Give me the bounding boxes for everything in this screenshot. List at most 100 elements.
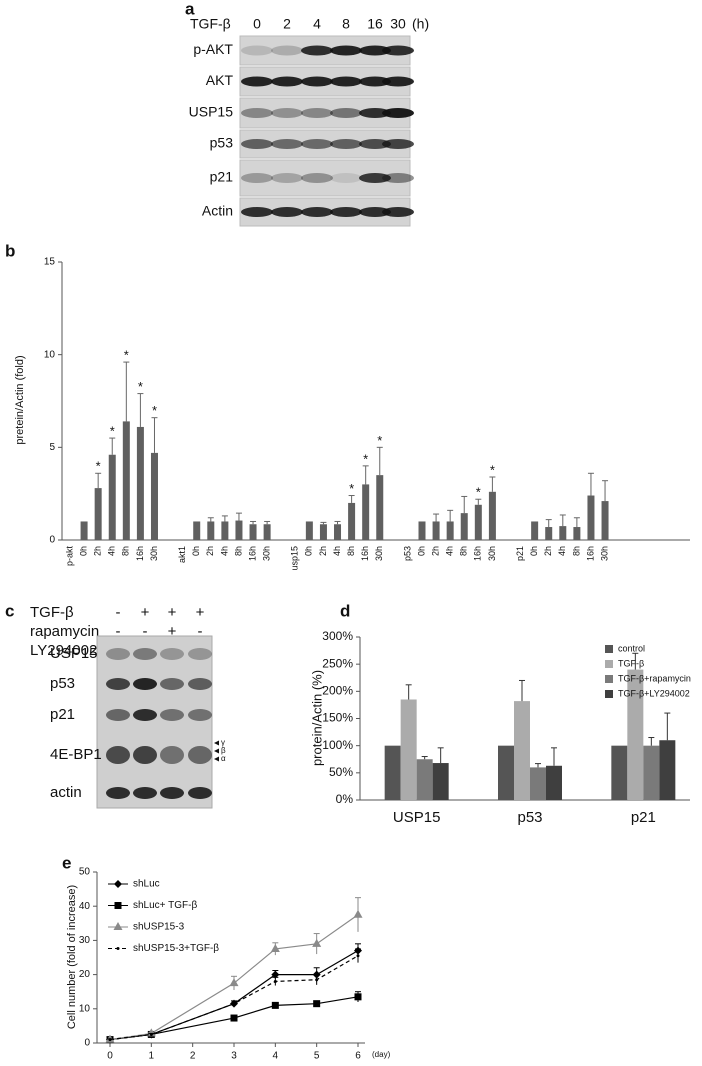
isoform-label: β	[221, 746, 226, 755]
marker	[114, 902, 122, 909]
blot-row-label: p21	[50, 706, 75, 723]
x-tick-label: 4h	[445, 546, 455, 556]
blot-band	[359, 139, 391, 149]
marker	[108, 1038, 112, 1042]
blot-band	[271, 76, 303, 87]
bar	[305, 521, 313, 540]
isoform-arrow	[214, 748, 219, 754]
blot-row-label: USP15	[189, 104, 234, 120]
x-tick-label: 0	[107, 1051, 113, 1062]
blot-row-label: p21	[210, 169, 234, 185]
blot-band	[359, 45, 391, 56]
blot-band	[382, 139, 414, 149]
marker	[114, 880, 122, 888]
x-tick-label: p21	[515, 546, 525, 561]
x-axis-label: (day)	[372, 1050, 391, 1059]
blot-band	[160, 648, 184, 660]
blot-band	[133, 648, 157, 660]
blot-band	[359, 173, 391, 183]
x-tick-label: 5	[314, 1051, 320, 1062]
blot-band	[241, 139, 273, 149]
treatment-label: LY294002	[30, 642, 97, 659]
bar	[587, 495, 595, 540]
x-tick-label: 8h	[233, 546, 243, 556]
x-tick-label: 2h	[318, 546, 328, 556]
bar	[643, 745, 660, 800]
blot-band	[188, 648, 212, 660]
x-tick-label: p-akt	[64, 546, 74, 567]
x-tick-label: 4	[273, 1051, 279, 1062]
marker	[149, 1032, 153, 1036]
legend-label: control	[618, 643, 645, 653]
blot-band	[382, 108, 414, 118]
bar	[498, 745, 514, 800]
y-tick-label: 10	[44, 349, 56, 360]
blot-band	[106, 746, 130, 764]
x-tick-label: p53	[517, 809, 542, 826]
timepoint-label: 0	[253, 16, 261, 32]
timepoint-label: 16	[367, 16, 383, 32]
x-tick-label: 4h	[557, 546, 567, 556]
bar	[221, 521, 229, 540]
x-tick-label: 30h	[599, 546, 609, 561]
marker	[229, 978, 239, 987]
x-tick-label: 2	[190, 1051, 196, 1062]
legend-swatch	[605, 645, 613, 653]
y-axis-label: pretein/Actin (fold)	[14, 355, 26, 444]
bar	[108, 454, 116, 540]
bar	[601, 501, 609, 540]
significance-mark: *	[349, 481, 354, 496]
blot-band	[133, 678, 157, 690]
blot-band	[106, 648, 130, 660]
bar	[545, 527, 553, 540]
significance-mark: *	[476, 485, 481, 500]
bar	[531, 521, 539, 540]
bar	[559, 526, 567, 540]
marker	[313, 1000, 321, 1008]
marker	[315, 978, 319, 982]
bar	[546, 765, 562, 800]
marker	[116, 947, 120, 950]
x-tick-label: 8h	[459, 546, 469, 556]
x-tick-label: 30h	[487, 546, 497, 561]
marker	[271, 970, 280, 979]
marker	[232, 1002, 236, 1006]
bar	[432, 521, 440, 540]
bar	[249, 524, 257, 540]
x-tick-label: 16h	[135, 546, 145, 561]
bar	[418, 521, 426, 540]
blot-band	[330, 45, 362, 56]
y-tick-label: 0	[49, 535, 55, 546]
blot-band	[330, 108, 362, 118]
x-tick-label: 8h	[121, 546, 131, 556]
timepoint-label: 8	[342, 16, 350, 32]
marker	[146, 1028, 156, 1037]
series-line	[109, 950, 359, 1041]
bar	[193, 521, 201, 540]
x-tick-label: 3	[231, 1051, 237, 1062]
treatment-sign: -	[198, 623, 203, 640]
blot-band	[382, 45, 414, 56]
x-tick-label: p21	[631, 809, 656, 826]
treatment-sign: -	[143, 623, 148, 640]
y-tick-label: 100%	[322, 738, 353, 752]
legend-label: shUSP15-3+TGF-β	[133, 943, 219, 954]
x-tick-label: 0h	[416, 546, 426, 556]
blot-row-label: p53	[210, 135, 234, 151]
blot-row-label: actin	[50, 784, 82, 801]
legend-swatch	[605, 660, 613, 668]
x-tick-label: 4h	[107, 546, 117, 556]
isoform-arrow	[214, 756, 219, 762]
y-axis-label: Cell number (fold of increase)	[66, 885, 78, 1029]
bar	[122, 421, 130, 540]
blot-band	[330, 173, 362, 183]
significance-mark: *	[110, 424, 115, 439]
blot-band	[133, 746, 157, 764]
bar	[150, 452, 158, 540]
panel-label: e	[62, 853, 71, 872]
bar	[611, 745, 628, 800]
blot-band	[359, 76, 391, 87]
bar	[80, 521, 88, 540]
blot-band	[160, 746, 184, 764]
